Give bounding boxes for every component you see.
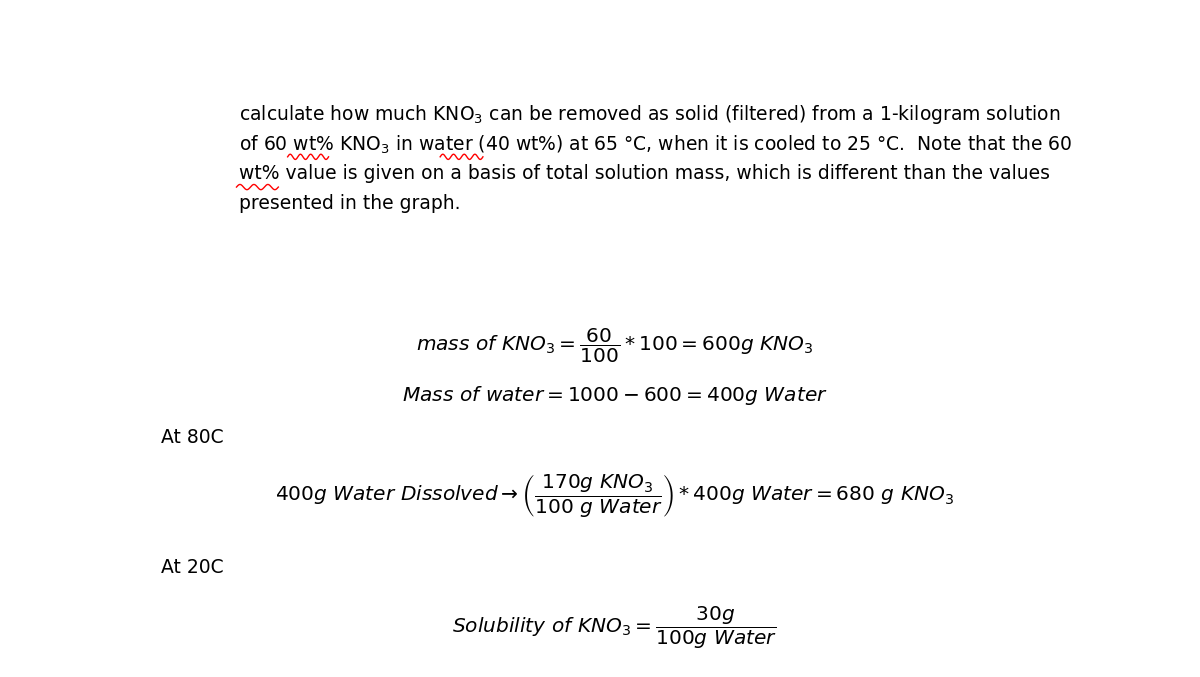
Text: calculate how much KNO$_3$ can be removed as solid (filtered) from a 1-kilogram : calculate how much KNO$_3$ can be remove… xyxy=(239,103,1061,126)
Text: of 60 wt% KNO$_3$ in water (40 wt%) at 65 °C, when it is cooled to 25 °C.  Note : of 60 wt% KNO$_3$ in water (40 wt%) at 6… xyxy=(239,133,1073,156)
Text: $\mathit{Mass\ of\ water} = 1000 - 600 = 400g\ Water$: $\mathit{Mass\ of\ water} = 1000 - 600 =… xyxy=(402,384,828,407)
Text: wt% value is given on a basis of total solution mass, which is different than th: wt% value is given on a basis of total s… xyxy=(239,164,1050,183)
Text: $\mathit{400g\ Water\ Dissolved} \rightarrow \left(\dfrac{170g\ KNO_3}{100\ g\ W: $\mathit{400g\ Water\ Dissolved} \righta… xyxy=(276,473,954,519)
Text: presented in the graph.: presented in the graph. xyxy=(239,194,461,213)
Text: At 20C: At 20C xyxy=(161,559,223,577)
Text: $\mathit{Solubility\ of\ KNO_3} = \dfrac{30g}{100g\ Water}$: $\mathit{Solubility\ of\ KNO_3} = \dfrac… xyxy=(452,605,778,651)
Text: $\mathit{mass\ of\ KNO_3} = \dfrac{60}{100} * 100 = 600g\ KNO_3$: $\mathit{mass\ of\ KNO_3} = \dfrac{60}{1… xyxy=(416,326,814,364)
Text: At 80C: At 80C xyxy=(161,428,223,447)
